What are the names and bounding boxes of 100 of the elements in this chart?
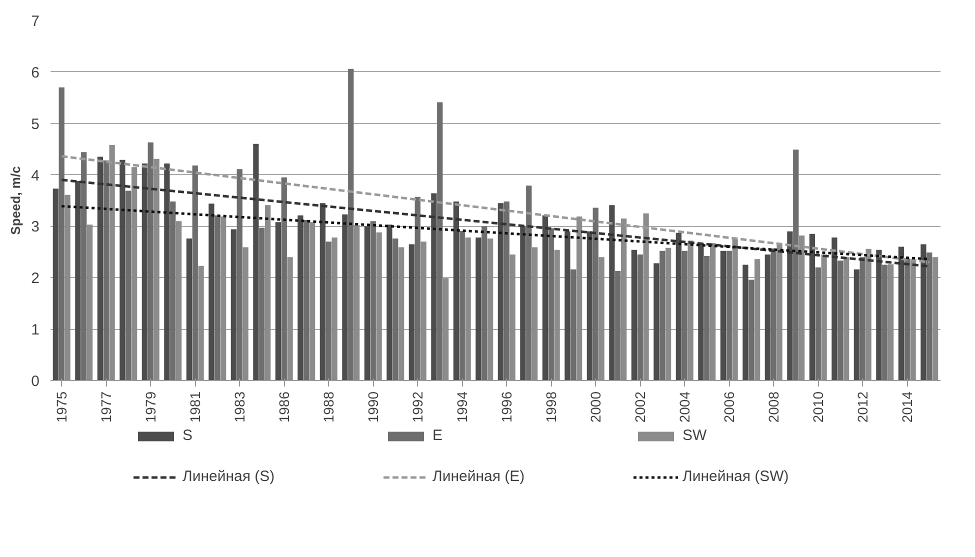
bar [320,203,326,380]
y-tick-label: 7 [31,13,40,30]
legend-label: E [432,427,444,444]
bar [431,193,437,380]
bar [688,240,694,380]
bar [220,216,226,380]
bar [198,266,204,380]
y-tick-label: 6 [31,64,40,82]
bar [414,196,420,380]
legend-label: Линейная (S) [182,468,276,485]
bar [476,238,482,380]
bar [876,250,882,380]
bar [186,238,192,380]
x-tick-label: 2004 [676,391,693,423]
bar [720,250,726,380]
x-tick-label: 2010 [810,391,826,423]
bar [843,257,850,380]
legend-label: S [182,427,194,444]
bar [332,238,338,380]
bar [120,160,126,380]
bar [542,215,548,380]
bar [586,231,593,380]
bar [364,226,370,380]
bar [354,225,360,380]
bar [904,258,910,380]
bar [926,252,932,380]
bar [498,203,504,380]
bar [64,194,70,380]
bar [882,264,888,380]
bar [126,190,132,380]
x-tick-label: 2008 [766,391,782,423]
bar [236,169,242,380]
bar [809,234,816,380]
bar [298,215,304,380]
bar [798,235,805,380]
bar [504,202,510,380]
bar [748,280,754,380]
x-tick-label: 2002 [632,391,648,423]
bar [342,214,348,380]
bar [888,264,894,380]
x-tick-label: 1986 [276,391,292,423]
bar [526,186,532,380]
x-tick-label: 1988 [320,391,337,423]
bar [564,231,570,380]
bar [148,142,154,380]
bar [770,248,776,380]
bar [281,177,287,380]
bar [598,257,604,380]
bar [742,264,748,380]
bar [386,224,392,380]
x-tick-label: 1996 [498,391,515,423]
bar [726,250,732,380]
bar [860,257,866,380]
bar [631,250,638,380]
legend-label: SW [682,427,708,444]
x-tick-label: 2006 [721,391,738,423]
bar [253,144,259,380]
bar [154,158,160,380]
bar [176,221,182,380]
bar [660,250,666,380]
bar [654,263,660,380]
bar [838,260,844,380]
bar [348,68,354,380]
bar [615,270,621,380]
bar [898,246,904,380]
x-tick-label: 1975 [54,391,70,423]
bar [665,248,672,380]
bar [408,244,415,380]
bar [482,226,488,380]
x-tick-label: 1983 [232,391,248,423]
bar [376,232,382,380]
bar [554,250,560,380]
bar [866,248,872,380]
bar [309,222,316,380]
x-tick-label: 2012 [854,391,871,423]
bar [637,254,643,380]
y-tick-label: 0 [31,373,40,390]
y-axis-title: Speed, m/c [8,166,24,235]
bar [832,238,838,380]
bar [487,238,494,380]
bar [920,244,926,380]
bar [259,228,265,380]
bar [732,239,738,380]
x-tick-label: 1998 [543,391,560,423]
bar [754,259,760,380]
bar [109,144,115,380]
bar [370,221,376,380]
x-tick-label: 1990 [365,391,382,423]
bar [548,228,554,380]
bar [192,166,198,380]
x-tick-label: 1992 [410,391,426,423]
bar [420,242,426,380]
bar [698,243,704,380]
bar [776,244,782,380]
x-tick-label: 1994 [454,391,470,423]
bar [793,150,799,380]
x-tick-label: 2000 [588,391,604,423]
bar [81,152,87,380]
bar [570,269,576,380]
x-tick-label: 1977 [98,391,114,423]
